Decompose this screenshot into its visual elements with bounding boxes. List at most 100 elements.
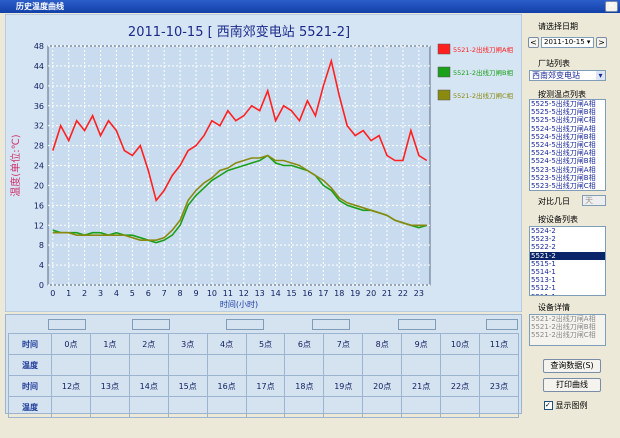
- hour-cell: 0点: [51, 333, 91, 355]
- temp-cell: [323, 396, 364, 418]
- temp-cell: [362, 354, 403, 376]
- x-tick-label: 22: [398, 289, 408, 298]
- hour-cell: 7点: [323, 333, 364, 355]
- row-header: 时间: [8, 375, 52, 397]
- hour-cell: 5点: [245, 333, 286, 355]
- list-item: 5521-2出线刀闸C相: [531, 331, 596, 340]
- temp-cell: [401, 354, 442, 376]
- x-tick-label: 13: [255, 289, 265, 298]
- x-tick-label: 7: [162, 289, 167, 298]
- hour-cell: 23点: [478, 375, 520, 397]
- y-tick-label: 32: [34, 122, 44, 131]
- legend-label: 5521-2出线刀闸B相: [453, 68, 513, 77]
- device-list[interactable]: 5524-2 5523-2 5522-2 5521-2 5515-1 5514-1 5513…: [529, 226, 606, 296]
- label: 设备详情: [538, 303, 570, 312]
- station-combo[interactable]: 西南郊变电站 ▾: [529, 70, 606, 81]
- y-tick-label: 4: [39, 261, 44, 270]
- table-row: 温度: [8, 354, 520, 376]
- temp-cell: [245, 354, 286, 376]
- list-item: 5524-5出线刀闸A相: [531, 149, 596, 158]
- hour-cell: 18点: [284, 375, 325, 397]
- row-header: 时间: [8, 333, 52, 355]
- hour-cell: 9点: [401, 333, 442, 355]
- label: 按测温点列表: [538, 90, 586, 99]
- x-tick-label: 0: [50, 289, 55, 298]
- box-row: [6, 315, 521, 331]
- list-item: 5524-2: [531, 227, 556, 235]
- box: [132, 319, 170, 330]
- window-title: 历史温度曲线: [16, 2, 64, 11]
- list-item: 5523-2: [531, 235, 556, 244]
- x-tick-label: 20: [366, 289, 376, 298]
- y-tick-label: 36: [34, 102, 44, 111]
- y-tick-label: 48: [34, 42, 44, 51]
- hour-cell: 1点: [89, 333, 130, 355]
- close-button[interactable]: ✕: [605, 1, 618, 12]
- temp-cell: [245, 396, 286, 418]
- checkbox-label: 显示图例: [555, 401, 588, 410]
- station: 西南郊变电站: [532, 71, 580, 80]
- x-tick-label: 10: [207, 289, 217, 298]
- query-button[interactable]: 查询数据(S): [543, 359, 601, 373]
- temp-cell: [128, 396, 169, 418]
- compare: 天: [585, 196, 593, 205]
- list-item: 5525-5出线刀闸B相: [531, 108, 596, 117]
- hour-cell: 3点: [167, 333, 208, 355]
- temp-cell: [51, 354, 91, 376]
- hour-cell: 21点: [401, 375, 442, 397]
- list-item: 5515-1: [531, 259, 556, 268]
- temp-cell: [89, 396, 130, 418]
- next-day[interactable]: >: [596, 37, 607, 48]
- temp-cell: [440, 396, 480, 418]
- hour-cell: 11点: [478, 333, 520, 355]
- x-tick-label: 5: [130, 289, 135, 298]
- list-item: 5514-1: [531, 267, 556, 276]
- list-item: 5523-5出线刀闸C相: [531, 181, 596, 190]
- x-tick-label: 19: [350, 289, 360, 298]
- temp-cell: [284, 354, 325, 376]
- table-row: 温度: [8, 396, 520, 418]
- prev-day[interactable]: <: [528, 37, 539, 48]
- hour-cell: 4点: [206, 333, 247, 355]
- temperature-table: 时间 0点 1点 2点 3点 4点 5点 6点 7点 8点 9点 10点 11点 温度 时间 12点 13点 14…: [8, 333, 520, 418]
- x-tick-label: 23: [414, 289, 424, 298]
- date-picker[interactable]: 2011-10-15 ▾: [541, 37, 594, 48]
- chart: 2011-10-15 [ 西南郊变电站 5521-2]0481216202428…: [5, 14, 522, 312]
- table-row: 时间 0点 1点 2点 3点 4点 5点 6点 7点 8点 9点 10点 11点: [8, 333, 520, 355]
- legend-checkbox[interactable]: ✓ 显示图例: [544, 401, 588, 410]
- hour-cell: 8点: [362, 333, 403, 355]
- y-tick-label: 24: [34, 162, 44, 171]
- list-item: 5524-5出线刀闸A相: [531, 124, 596, 133]
- legend-label: 5521-2出线刀闸C相: [453, 91, 514, 100]
- title-bar: 历史温度曲线 ✕: [0, 0, 620, 13]
- y-tick-label: 12: [34, 221, 44, 230]
- temp-cell: [206, 354, 247, 376]
- temp-cell: [478, 396, 520, 418]
- print-button[interactable]: 打印曲线: [543, 378, 601, 392]
- list-item: 5521-2出线刀闸A相: [531, 315, 596, 323]
- box: [486, 319, 518, 330]
- series-line: [52, 154, 428, 244]
- list-item: 5521-2出线刀闸B相: [531, 323, 596, 332]
- hour-cell: 13点: [89, 375, 130, 397]
- point-list[interactable]: 5525-5出线刀闸A相 5525-5出线刀闸B相 5525-5出线刀闸C相 5524…: [529, 99, 606, 191]
- temp-cell: [167, 396, 208, 418]
- box: [48, 319, 86, 330]
- label: 对比几日: [538, 197, 570, 206]
- list-item: 5524-5出线刀闸B相: [531, 157, 596, 166]
- temp-cell: [128, 354, 169, 376]
- legend-swatch: [437, 89, 451, 101]
- x-tick-label: 8: [178, 289, 183, 298]
- legend-label: 5521-2出线刀闸A相: [453, 45, 513, 54]
- x-tick-label: 2: [82, 289, 87, 298]
- label: 厂站列表: [538, 59, 570, 68]
- list-item: 5525-5出线刀闸A相: [531, 100, 596, 108]
- x-tick-label: 3: [98, 289, 103, 298]
- y-tick-label: 20: [34, 181, 44, 190]
- list-item: 5511-1: [530, 293, 605, 296]
- hour-cell: 12点: [51, 375, 91, 397]
- y-tick-label: 8: [39, 241, 44, 250]
- x-tick-label: 16: [302, 289, 312, 298]
- list-item: 5523-5出线刀闸A相: [531, 165, 596, 174]
- compare-combo[interactable]: 天: [582, 195, 606, 206]
